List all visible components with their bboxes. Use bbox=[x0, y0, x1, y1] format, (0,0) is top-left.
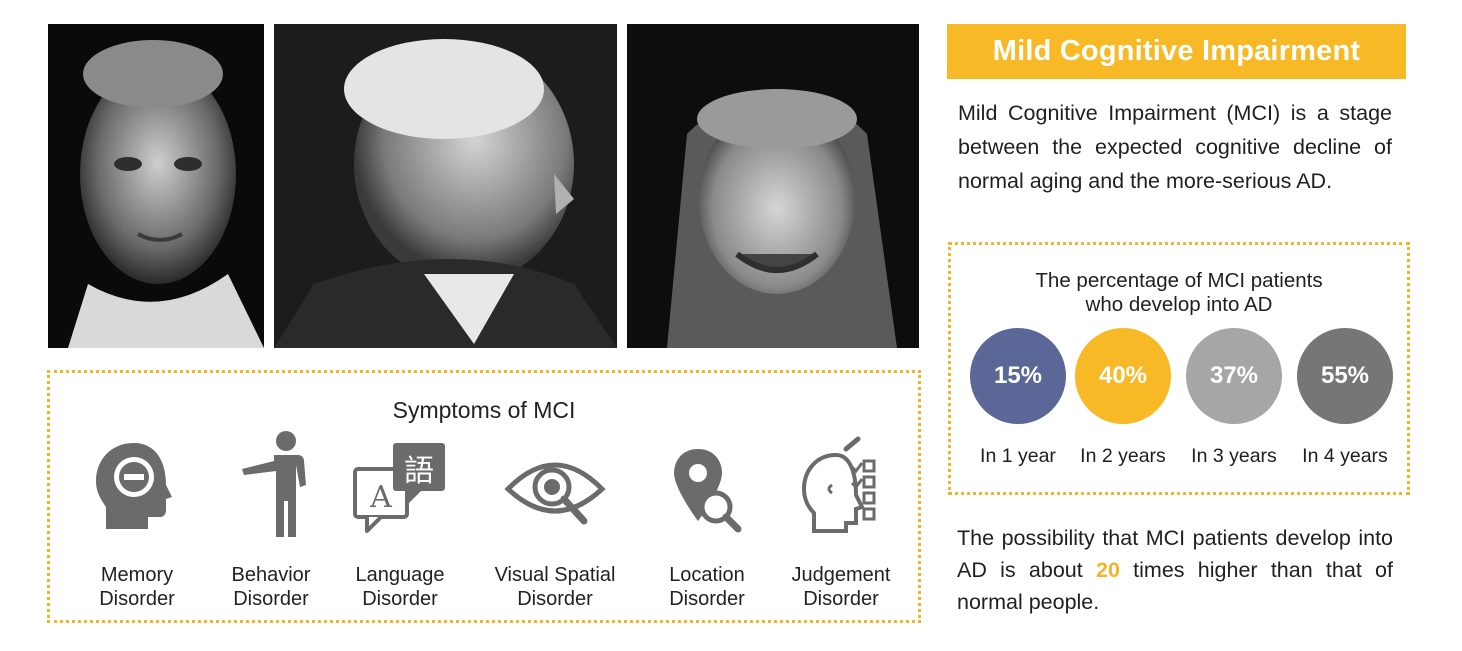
percentage-panel: The percentage of MCI patients who devel… bbox=[948, 242, 1410, 495]
symptom-label-line2: Disorder bbox=[803, 588, 879, 610]
period-label-2: In 2 years bbox=[1080, 445, 1166, 467]
symptom-memory: Memory Disorder bbox=[62, 431, 212, 611]
map-pin-search-icon bbox=[674, 449, 742, 533]
symptom-judgement: Judgement Disorder bbox=[766, 431, 916, 611]
conclusion-text: The possibility that MCI patients develo… bbox=[957, 522, 1393, 618]
symptom-label-line1: Judgement bbox=[791, 564, 891, 586]
conclusion-after: times higher than that of normal people. bbox=[957, 558, 1393, 614]
conclusion-before: The possibility that MCI patients develo… bbox=[957, 526, 1393, 582]
person-pointing-icon bbox=[242, 431, 306, 537]
symptoms-title: Symptoms of MCI bbox=[392, 397, 576, 423]
glyph-cjk: 語 bbox=[404, 454, 434, 489]
period-label-1: In 1 year bbox=[980, 445, 1056, 467]
glyph-latin: A bbox=[369, 480, 392, 515]
eye-search-icon bbox=[504, 462, 606, 525]
photo-elderly-woman-headscarf bbox=[627, 24, 919, 348]
period-label-3: In 3 years bbox=[1191, 445, 1277, 467]
speech-bubbles-icon: A 語 bbox=[353, 443, 445, 533]
symptom-label-line2: Disorder bbox=[362, 588, 438, 610]
symptom-location: Location Disorder bbox=[632, 431, 782, 611]
page-title: Mild Cognitive Impairment bbox=[947, 24, 1406, 79]
symptoms-panel: Symptoms of MCI Memory Disorder Behavior… bbox=[47, 370, 921, 623]
percentage-circle-4: 55% bbox=[1297, 328, 1393, 424]
symptom-label-line2: Disorder bbox=[99, 588, 175, 610]
symptom-label-line1: Visual Spatial bbox=[494, 564, 616, 586]
symptom-language: A 語 Language Disorder bbox=[325, 431, 475, 611]
intro-text: Mild Cognitive Impairment (MCI) is a sta… bbox=[958, 101, 1392, 193]
symptom-label-line1: Behavior bbox=[231, 564, 311, 586]
head-checklist-icon bbox=[801, 436, 876, 533]
symptom-visual-spatial: Visual Spatial Disorder bbox=[480, 431, 630, 611]
symptom-label-line1: Location bbox=[669, 564, 745, 586]
symptom-label-line1: Language bbox=[355, 564, 445, 586]
percentage-title-line2: who develop into AD bbox=[1085, 293, 1273, 316]
symptom-behavior: Behavior Disorder bbox=[196, 431, 346, 611]
symptom-label-line2: Disorder bbox=[669, 588, 745, 610]
photo-elderly-man-profile bbox=[274, 24, 617, 348]
period-label-4: In 4 years bbox=[1302, 445, 1388, 467]
photo-elderly-man-portrait bbox=[48, 24, 264, 348]
percentage-circle-3: 37% bbox=[1186, 328, 1282, 424]
percentage-title: The percentage of MCI patients who devel… bbox=[951, 269, 1407, 317]
percentage-circle-1: 15% bbox=[970, 328, 1066, 424]
percentage-circle-2: 40% bbox=[1075, 328, 1171, 424]
percentage-title-line1: The percentage of MCI patients bbox=[1035, 269, 1323, 292]
conclusion-highlight: 20 bbox=[1095, 558, 1120, 582]
symptom-label-line1: Memory bbox=[100, 564, 174, 586]
head-minus-icon bbox=[96, 443, 172, 529]
symptom-label-line2: Disorder bbox=[233, 588, 309, 610]
symptom-label-line2: Disorder bbox=[517, 588, 593, 610]
